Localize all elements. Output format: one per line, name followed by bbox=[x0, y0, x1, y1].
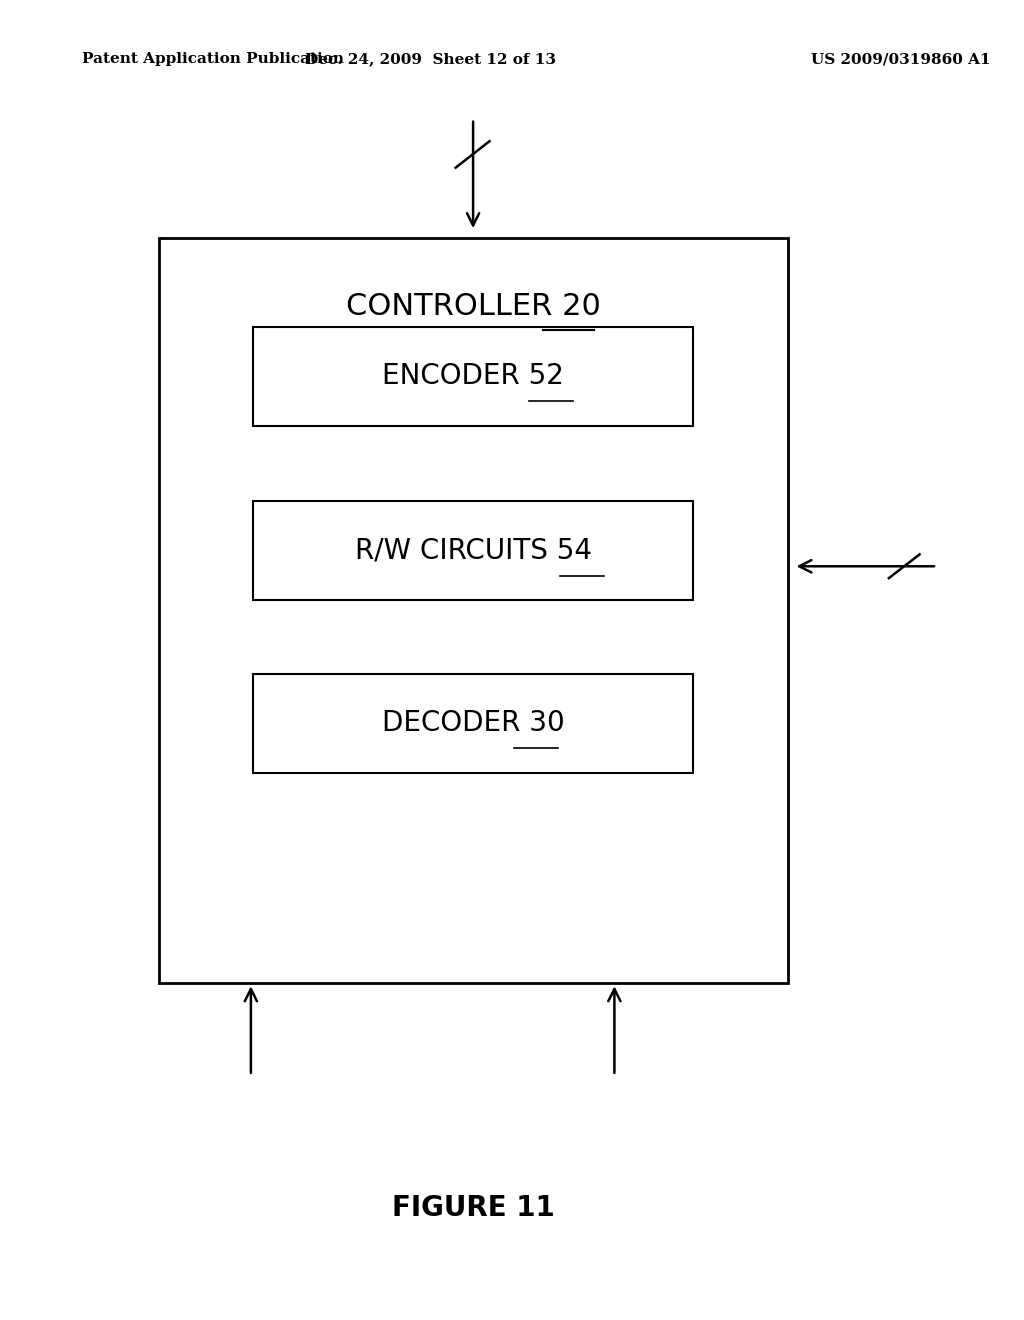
Text: Dec. 24, 2009  Sheet 12 of 13: Dec. 24, 2009 Sheet 12 of 13 bbox=[304, 53, 556, 66]
Text: Patent Application Publication: Patent Application Publication bbox=[82, 53, 344, 66]
Bar bbox=[253, 502, 693, 599]
Text: US 2009/0319860 A1: US 2009/0319860 A1 bbox=[811, 53, 991, 66]
Text: R/W CIRCUITS 54: R/W CIRCUITS 54 bbox=[354, 536, 592, 565]
Text: DECODER 30: DECODER 30 bbox=[382, 709, 564, 738]
Text: ENCODER 52: ENCODER 52 bbox=[382, 362, 564, 391]
Text: FIGURE 11: FIGURE 11 bbox=[392, 1193, 554, 1222]
Bar bbox=[253, 673, 693, 772]
Bar bbox=[253, 327, 693, 425]
Text: CONTROLLER 20: CONTROLLER 20 bbox=[346, 292, 601, 321]
Bar bbox=[159, 238, 788, 983]
